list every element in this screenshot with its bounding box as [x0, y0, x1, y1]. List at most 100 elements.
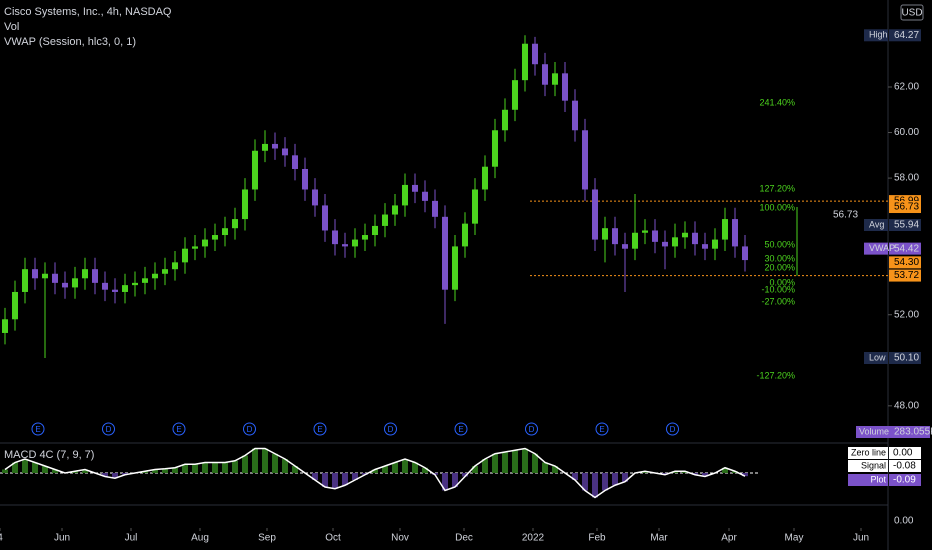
- indicator-label: Vol: [4, 21, 19, 33]
- x-tick-label: Aug: [191, 533, 209, 544]
- macd-histogram: [262, 448, 268, 473]
- candle-body: [362, 235, 368, 240]
- candle-body: [372, 225, 378, 236]
- candle-body: [592, 189, 598, 240]
- event-marker: [525, 422, 538, 436]
- candle-body: [662, 241, 668, 247]
- price-label-name-box: [864, 29, 888, 42]
- candle-body: [442, 216, 448, 290]
- macd-histogram: [162, 468, 168, 473]
- event-marker: [172, 422, 186, 436]
- candle-body: [532, 43, 538, 65]
- candle-body: [562, 73, 568, 101]
- candle-body: [212, 235, 218, 240]
- x-tick-label: Jun: [853, 533, 869, 544]
- macd-histogram: [72, 471, 78, 473]
- candle-body: [652, 230, 658, 242]
- event-label: E: [599, 425, 604, 434]
- candle-body: [712, 239, 718, 249]
- macd-legend-value: -0.08: [893, 461, 916, 472]
- macd-histogram: [412, 462, 418, 473]
- macd-histogram: [742, 473, 748, 477]
- price-label: 55.94: [894, 220, 919, 231]
- candle-body: [502, 109, 508, 131]
- macd-legend-value-box: [889, 447, 921, 459]
- macd-legend-value: 0.00: [893, 448, 913, 459]
- candle-body: [192, 246, 198, 249]
- candle-body: [292, 155, 298, 169]
- macd-histogram: [32, 462, 38, 473]
- candle-body: [472, 189, 478, 224]
- candle-body: [412, 184, 418, 192]
- candle-body: [672, 237, 678, 247]
- event-marker: [666, 422, 679, 436]
- macd-histogram: [332, 473, 338, 489]
- macd-legend-name-box: [848, 460, 888, 472]
- x-tick-label: 2022: [522, 533, 545, 544]
- macd-histogram: [252, 448, 258, 473]
- macd-legend-value: -0.09: [893, 475, 916, 486]
- macd-histogram: [112, 473, 118, 479]
- macd-histogram: [422, 467, 428, 473]
- candle-body: [392, 205, 398, 215]
- price-label-name: Avg: [869, 219, 884, 229]
- price-label: 56.73: [894, 202, 919, 213]
- event-marker: [31, 422, 45, 436]
- fib-label: 50.00%: [764, 239, 795, 249]
- macd-histogram: [342, 473, 348, 486]
- macd-histogram: [672, 471, 678, 473]
- price-label-box: [889, 352, 921, 365]
- candle-body: [622, 244, 628, 249]
- candle-body: [92, 269, 98, 283]
- currency[interactable]: USD: [901, 8, 922, 19]
- fib-label: 30.00%: [764, 253, 795, 263]
- x-tick-label: 4: [0, 533, 3, 544]
- macd-histogram: [582, 473, 588, 491]
- price-label-box: [889, 242, 921, 255]
- macd-histogram: [372, 469, 378, 473]
- price-label: 53.72: [894, 270, 919, 281]
- macd-histogram: [292, 466, 298, 473]
- macd-histogram: [242, 455, 248, 473]
- event-label: D: [388, 425, 394, 434]
- macd-histogram: [662, 473, 668, 475]
- macd-histogram: [392, 462, 398, 473]
- candle-body: [382, 214, 388, 226]
- candle-body: [612, 228, 618, 245]
- macd-histogram: [282, 459, 288, 473]
- candle-body: [32, 269, 38, 279]
- candle-body: [72, 278, 78, 288]
- event-label: D: [529, 425, 535, 434]
- macd-histogram: [272, 453, 278, 473]
- x-tick-label: Feb: [588, 533, 606, 544]
- event-label: E: [458, 425, 463, 434]
- currency-box[interactable]: [900, 4, 924, 21]
- macd-histogram: [202, 462, 208, 473]
- measure-label: 56.73: [833, 210, 858, 221]
- candle-body: [52, 273, 58, 283]
- macd-histogram: [532, 453, 538, 473]
- price-label-box: [889, 269, 921, 282]
- y-tick-label: 48.00: [894, 400, 919, 411]
- price-label-box: [889, 201, 921, 214]
- candle-body: [552, 73, 558, 85]
- fib-label: -127.20%: [756, 370, 795, 380]
- candle-body: [162, 269, 168, 274]
- macd-line: [4, 447, 746, 499]
- event-marker: [454, 422, 468, 436]
- macd-histogram: [502, 452, 508, 473]
- fib-label: 241.40%: [759, 97, 795, 107]
- x-tick-label: Jul: [125, 533, 138, 544]
- macd-histogram: [552, 466, 558, 473]
- candle-body: [522, 43, 528, 81]
- candle-body: [122, 285, 128, 292]
- macd-histogram: [172, 467, 178, 473]
- macd-histogram: [152, 469, 158, 473]
- candle-body: [182, 248, 188, 263]
- candle-body: [132, 282, 138, 286]
- macd-histogram: [2, 469, 8, 473]
- candle-body: [312, 189, 318, 206]
- macd-histogram: [722, 467, 728, 473]
